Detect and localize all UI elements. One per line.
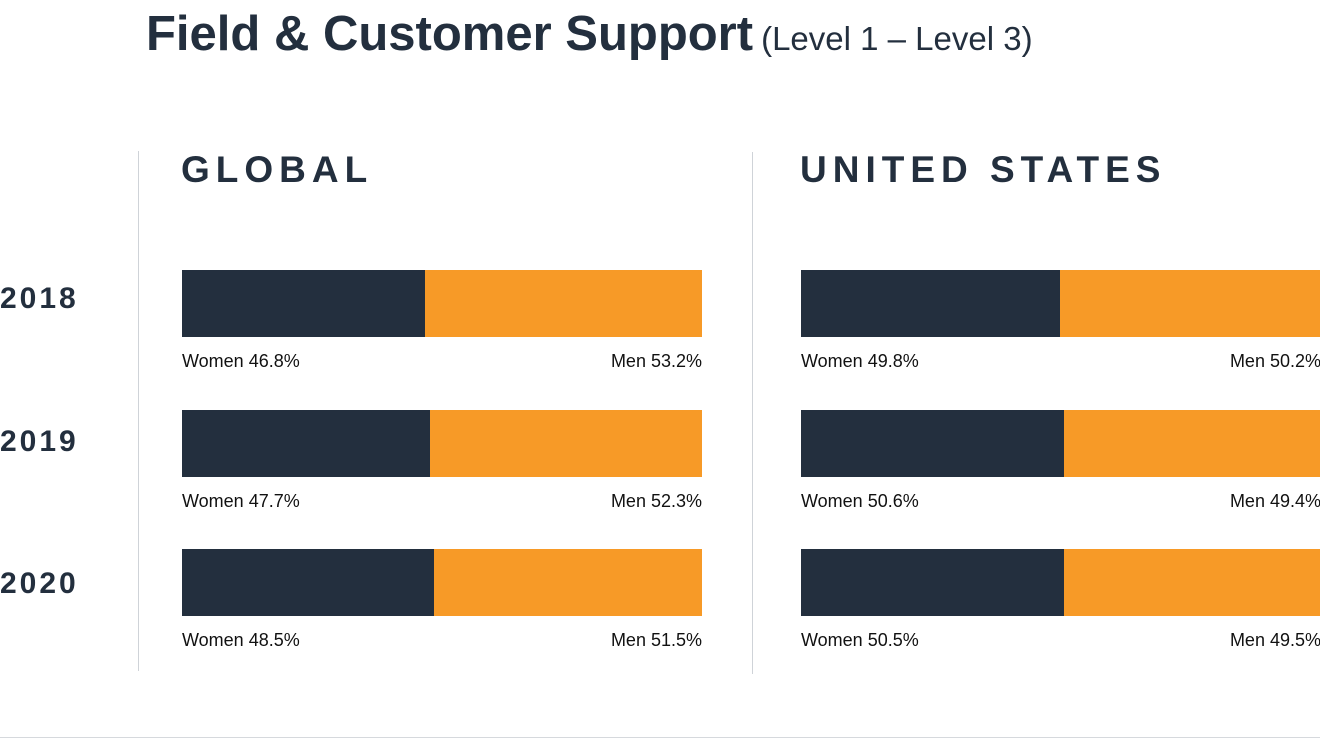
panel-divider-middle [752, 152, 753, 674]
bar-men-united-states-2018 [1060, 270, 1320, 337]
bar-men-united-states-2020 [1064, 549, 1320, 616]
year-label-2020: 2020 [0, 567, 79, 600]
bar-men-global-2020 [434, 549, 702, 616]
year-label-2019: 2019 [0, 425, 79, 458]
title-text: Field & Customer Support [146, 7, 754, 61]
page-subtitle: (Level 1 – Level 3) [761, 20, 1033, 57]
panel-heading-global: GLOBAL [181, 149, 374, 190]
label-men-global-2019: Men 52.3% [610, 491, 702, 511]
label-men-global-2020: Men 51.5% [610, 630, 702, 650]
bottom-divider [0, 737, 1320, 738]
label-women-united-states-2020: Women 50.5% [801, 630, 919, 650]
label-women-global-2019: Women 47.7% [182, 491, 300, 511]
bar-women-united-states-2018 [801, 270, 1060, 337]
bar-women-united-states-2020 [801, 549, 1064, 616]
label-men-united-states-2019: Men 49.4% [1229, 491, 1320, 511]
bar-women-global-2019 [182, 410, 430, 477]
label-men-united-states-2020: Men 49.5% [1229, 630, 1320, 650]
label-women-united-states-2018: Women 49.8% [801, 351, 919, 371]
label-men-global-2018: Men 53.2% [610, 351, 702, 371]
bar-men-global-2019 [430, 410, 702, 477]
bar-men-global-2018 [425, 270, 702, 337]
panel-heading-united-states: UNITED STATES [800, 149, 1167, 190]
label-women-united-states-2019: Women 50.6% [801, 491, 919, 511]
bar-women-united-states-2019 [801, 410, 1064, 477]
label-men-united-states-2018: Men 50.2% [1229, 351, 1320, 371]
bar-men-united-states-2019 [1064, 410, 1320, 477]
label-women-global-2020: Women 48.5% [182, 630, 300, 650]
page-title: Field & Customer Support (Level 1 – Level… [146, 4, 1033, 69]
panel-divider-left [138, 151, 139, 671]
bar-women-global-2018 [182, 270, 425, 337]
year-label-2018: 2018 [0, 282, 79, 315]
label-women-global-2018: Women 46.8% [182, 351, 300, 371]
bar-women-global-2020 [182, 549, 434, 616]
